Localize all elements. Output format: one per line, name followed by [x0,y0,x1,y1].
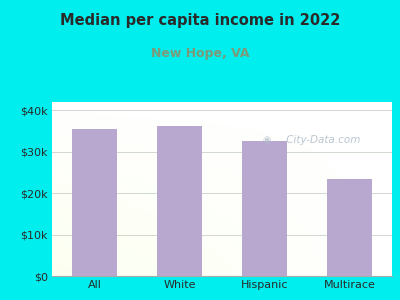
Text: Median per capita income in 2022: Median per capita income in 2022 [60,14,340,28]
Bar [327,178,372,276]
Bar [158,126,202,276]
Bar [72,129,117,276]
Text: New Hope, VA: New Hope, VA [151,46,249,59]
Bar [242,141,286,276]
Text: ◉: ◉ [263,135,271,145]
Text: City-Data.com: City-Data.com [283,135,360,145]
